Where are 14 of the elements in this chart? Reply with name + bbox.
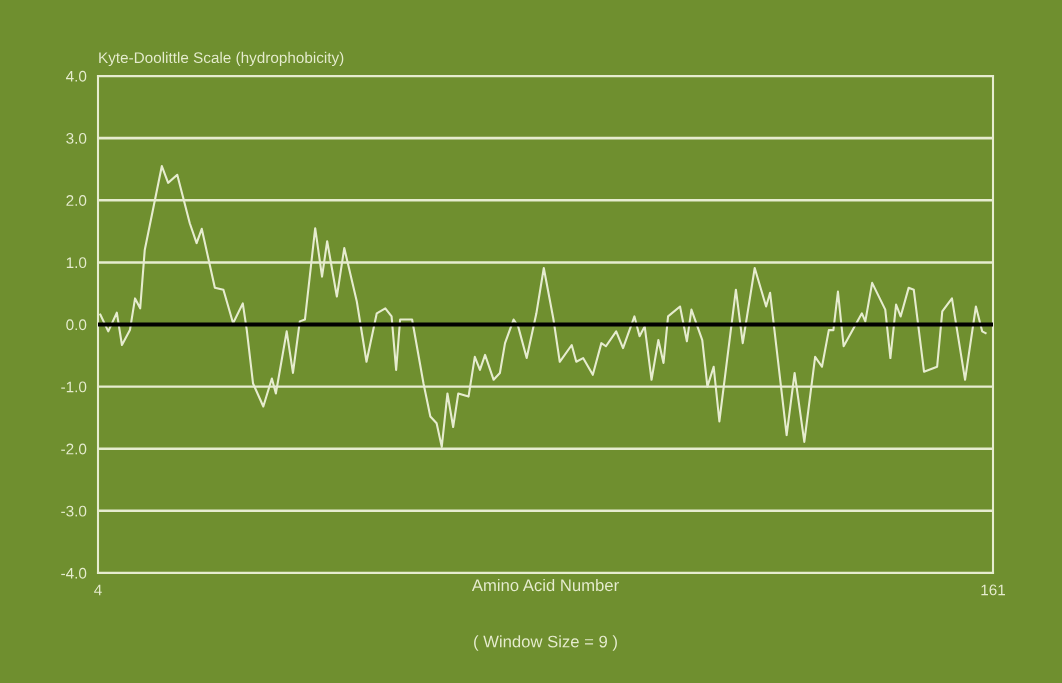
- y-tick-label: -4.0: [61, 567, 87, 579]
- y-tick-label: 1.0: [66, 257, 87, 269]
- x-tick-label: 4: [94, 584, 102, 596]
- y-tick-label: 3.0: [66, 132, 87, 144]
- x-axis-title: Amino Acid Number: [471, 578, 619, 592]
- y-tick-label: 2.0: [66, 195, 87, 206]
- y-tick-label: 4.0: [66, 70, 87, 82]
- y-axis-title: Kyte-Doolittle Scale (hydrophobicity): [99, 51, 344, 67]
- x-tick-label: 161: [981, 584, 1005, 596]
- y-tick-label: 0.0: [66, 319, 87, 331]
- y-tick-label: -2.0: [61, 443, 87, 455]
- y-tick-label: -1.0: [61, 381, 87, 393]
- y-tick-label: -3.0: [61, 505, 87, 517]
- text: ( Window Size = 9 ): [474, 635, 617, 651]
